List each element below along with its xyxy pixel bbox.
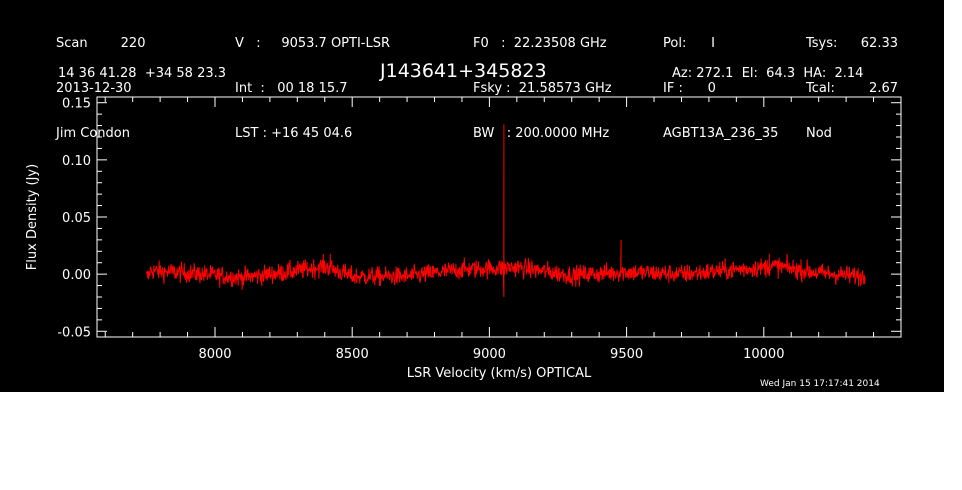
tcal-label: Tcal: <box>806 81 835 96</box>
tcal-value: 2.67 <box>869 81 898 96</box>
y-tick-label: -0.05 <box>57 325 91 340</box>
project-label: AGBT13A_236_35 <box>663 126 779 141</box>
y-axis-title: Flux Density (Jy) <box>25 164 40 270</box>
bandwidth-label: BW : 200.0000 MHz <box>473 126 610 141</box>
plot-frame <box>96 96 902 338</box>
plot-panel: Scan 220 2013-12-30 Jim Condon V : 9053.… <box>0 0 944 392</box>
x-tick-label: 8000 <box>198 347 231 362</box>
integration-label: Int : 00 18 15.7 <box>235 81 348 96</box>
observer-label: Jim Condon <box>56 126 130 141</box>
header-col-scan: Scan 220 2013-12-30 Jim Condon <box>56 6 145 171</box>
y-tick-label: 0.15 <box>62 97 91 112</box>
date-label: 2013-12-30 <box>56 81 132 96</box>
header-col-pol: Pol: I IF : 0 AGBT13A_236_35 <box>663 6 778 171</box>
tsys-label: Tsys: <box>806 36 838 51</box>
y-tick-label: 0.10 <box>62 154 91 169</box>
y-tick-label: 0.00 <box>62 268 91 283</box>
x-tick-label: 10000 <box>743 347 784 362</box>
header-col-tsys: Tsys: Tcal: Nod <box>806 6 837 171</box>
header-col-frequency: F0 : 22.23508 GHz Fsky : 21.58573 GHz BW… <box>473 6 612 171</box>
header-col-velocity: V : 9053.7 OPTI-LSR Int : 00 18 15.7 LST… <box>235 6 390 171</box>
pol-label: Pol: I <box>663 36 715 51</box>
fsky-label: Fsky : 21.58573 GHz <box>473 81 612 96</box>
nod-label: Nod <box>806 126 832 141</box>
tsys-value: 62.33 <box>860 36 898 51</box>
scan-label: Scan 220 <box>56 36 146 51</box>
x-axis-title: LSR Velocity (km/s) OPTICAL <box>407 366 592 381</box>
timestamp: Wed Jan 15 17:17:41 2014 <box>760 379 880 389</box>
f0-label: F0 : 22.23508 GHz <box>473 36 607 51</box>
y-tick-label: 0.05 <box>62 211 91 226</box>
source-name: J143641+345823 <box>380 60 547 82</box>
spectrum-chart: 8000 8500 9000 9500 10000 -0.05 0.00 0.05 0.10 0.… <box>25 96 902 381</box>
header-col-tsys-values: 62.33 2.67 <box>850 6 898 156</box>
velocity-label: V : 9053.7 OPTI-LSR <box>235 36 391 51</box>
az-el-ha: Az: 272.1 El: 64.3 HA: 2.14 <box>672 66 864 81</box>
lst-label: LST : +16 45 04.6 <box>235 126 353 141</box>
source-coordinates: 14 36 41.28 +34 58 23.3 <box>58 66 227 81</box>
spectrum-line <box>145 124 866 298</box>
if-label: IF : 0 <box>663 81 716 96</box>
x-tick-label: 9000 <box>473 347 506 362</box>
x-tick-label: 9500 <box>610 347 643 362</box>
x-tick-label: 8500 <box>336 347 369 362</box>
